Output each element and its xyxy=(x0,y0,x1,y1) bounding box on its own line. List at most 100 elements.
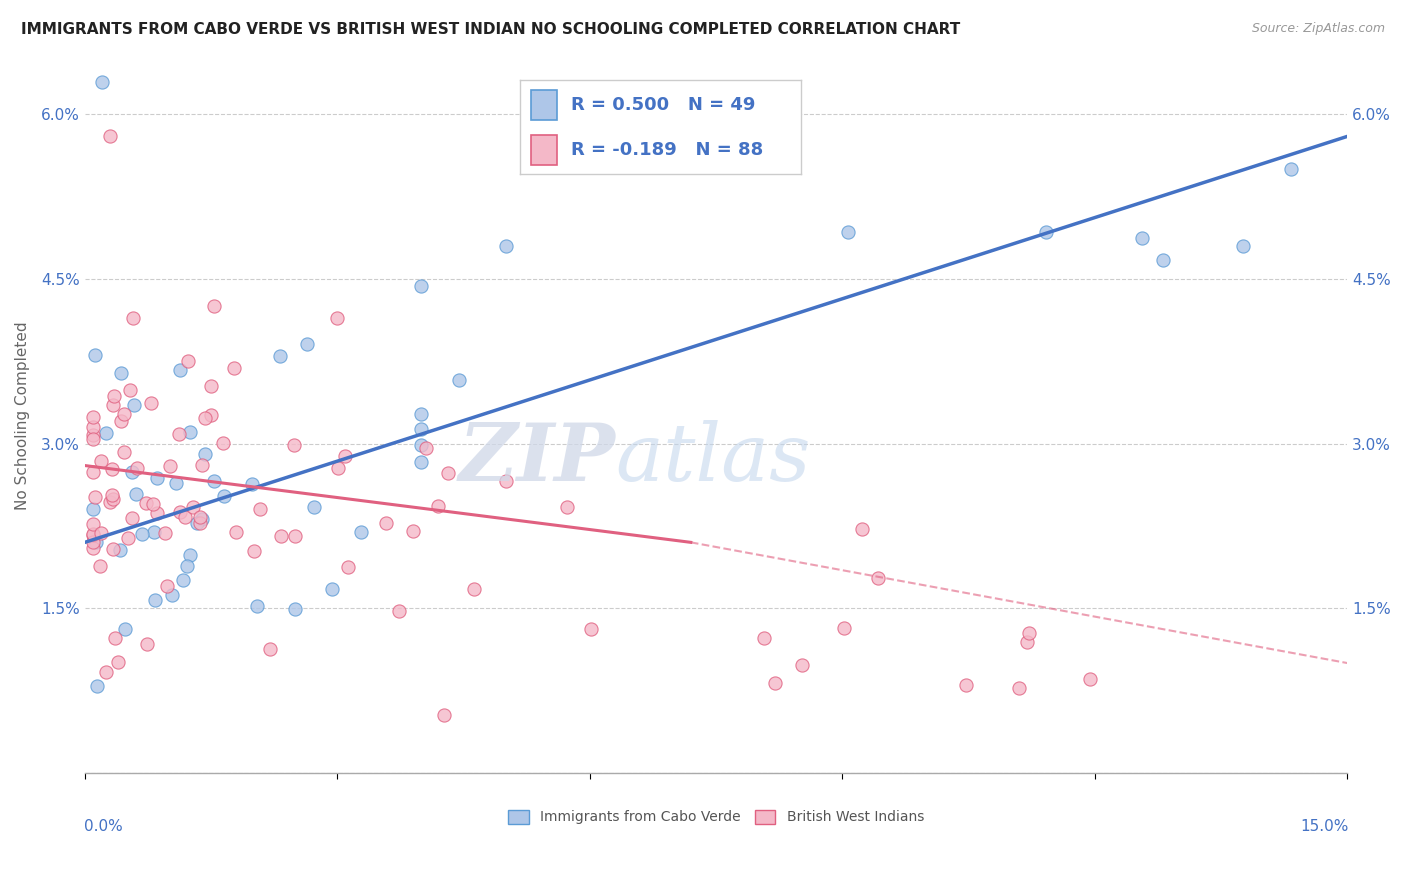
Point xyxy=(145,506,167,520)
Text: 15.0%: 15.0% xyxy=(1301,819,1348,834)
Point xyxy=(110,414,132,428)
Point xyxy=(90,74,112,88)
Point xyxy=(82,428,104,442)
Point xyxy=(103,389,125,403)
Text: ZIP: ZIP xyxy=(458,420,614,498)
Point xyxy=(82,502,104,516)
Point xyxy=(90,453,112,467)
Point xyxy=(114,622,136,636)
Point xyxy=(142,524,165,539)
Point xyxy=(84,491,107,505)
Point xyxy=(146,471,169,485)
Point xyxy=(284,529,307,543)
Point xyxy=(179,425,201,440)
Point xyxy=(433,707,456,722)
Point xyxy=(82,541,104,555)
Text: IMMIGRANTS FROM CABO VERDE VS BRITISH WEST INDIAN NO SCHOOLING COMPLETED CORRELA: IMMIGRANTS FROM CABO VERDE VS BRITISH WE… xyxy=(21,22,960,37)
Point xyxy=(212,489,235,503)
Point xyxy=(411,455,433,469)
Point xyxy=(1279,161,1302,176)
Point xyxy=(349,525,371,540)
Point xyxy=(131,527,153,541)
Point xyxy=(118,384,141,398)
Point xyxy=(179,548,201,562)
Point xyxy=(186,516,208,530)
Point xyxy=(411,407,433,421)
Point xyxy=(122,398,145,412)
Point xyxy=(401,524,423,538)
Point xyxy=(89,558,111,573)
Point xyxy=(169,362,191,376)
Point xyxy=(122,311,145,326)
Point xyxy=(374,516,396,530)
Text: R = -0.189   N = 88: R = -0.189 N = 88 xyxy=(571,141,763,159)
Point xyxy=(103,542,125,557)
Point xyxy=(82,527,104,541)
Point xyxy=(763,676,786,690)
Point xyxy=(82,517,104,532)
Point xyxy=(224,361,246,376)
Text: R = 0.500   N = 49: R = 0.500 N = 49 xyxy=(571,95,755,113)
Point xyxy=(84,348,107,362)
Point xyxy=(1080,672,1102,686)
Point xyxy=(1008,681,1031,695)
Point xyxy=(1018,626,1040,640)
Point xyxy=(90,526,112,541)
Point xyxy=(495,239,517,253)
Point xyxy=(104,632,127,646)
FancyBboxPatch shape xyxy=(531,135,557,164)
Point xyxy=(108,542,131,557)
Y-axis label: No Schooling Completed: No Schooling Completed xyxy=(15,322,30,510)
Text: 0.0%: 0.0% xyxy=(83,819,122,834)
Point xyxy=(121,466,143,480)
Point xyxy=(172,573,194,587)
Point xyxy=(225,524,247,539)
Point xyxy=(174,510,197,524)
Point xyxy=(1035,225,1057,239)
Point xyxy=(96,665,118,679)
Point xyxy=(117,531,139,545)
Point xyxy=(169,505,191,519)
Point xyxy=(121,510,143,524)
Point xyxy=(200,408,222,422)
Legend: Immigrants from Cabo Verde, British West Indians: Immigrants from Cabo Verde, British West… xyxy=(502,804,929,830)
Point xyxy=(411,279,433,293)
Point xyxy=(754,631,776,645)
Point xyxy=(162,588,184,602)
Point xyxy=(388,604,411,618)
Point xyxy=(194,410,217,425)
Point xyxy=(243,544,266,558)
Point xyxy=(202,474,225,488)
Point xyxy=(82,534,104,549)
Point xyxy=(415,441,437,455)
Point xyxy=(321,582,343,597)
Point xyxy=(156,579,179,593)
Point xyxy=(426,499,449,513)
Point xyxy=(270,529,292,543)
Point xyxy=(1130,231,1153,245)
Point xyxy=(837,225,859,239)
Point xyxy=(1232,239,1254,253)
Point xyxy=(202,299,225,313)
Point xyxy=(82,420,104,434)
Point xyxy=(181,500,204,515)
Point xyxy=(135,496,157,510)
Text: atlas: atlas xyxy=(614,420,810,498)
Point xyxy=(249,501,271,516)
Point xyxy=(832,622,855,636)
Point xyxy=(135,637,157,651)
Point xyxy=(269,349,291,363)
Point xyxy=(1015,634,1038,648)
Point xyxy=(259,642,281,657)
Point xyxy=(449,373,471,387)
Point xyxy=(82,465,104,479)
Point xyxy=(212,435,235,450)
Point xyxy=(557,500,579,514)
Point xyxy=(167,426,190,441)
Point xyxy=(188,516,211,530)
Point xyxy=(114,445,136,459)
Point xyxy=(188,509,211,524)
Point xyxy=(200,379,222,393)
Point xyxy=(302,500,325,515)
Point xyxy=(103,398,125,412)
